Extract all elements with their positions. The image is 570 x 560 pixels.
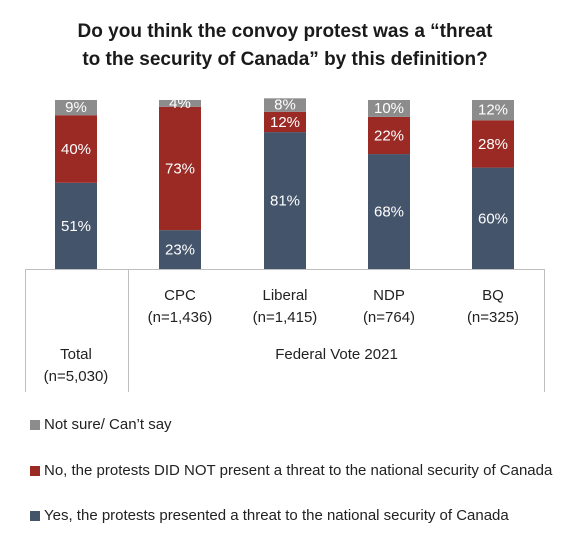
bar-segment xyxy=(472,120,514,168)
bar-segment xyxy=(264,132,306,269)
data-label: 23% xyxy=(165,242,195,259)
category-label: Liberal xyxy=(262,287,307,304)
stacked-bar-chart: Do you think the convoy protest was a “t… xyxy=(25,21,545,392)
group-label: Federal Vote 2021 xyxy=(275,346,398,363)
category-label: NDP xyxy=(373,287,405,304)
bar-segment xyxy=(55,115,97,183)
bar-segment xyxy=(472,100,514,121)
data-labels-group: 51%40%9%23%73%4%81%12%8%68%22%10%60%28%1… xyxy=(61,95,508,259)
data-label: 60% xyxy=(478,210,508,227)
data-label: 10% xyxy=(374,100,404,117)
category-label: (n=5,030) xyxy=(44,368,109,385)
legend-label: No, the protests DID NOT present a threa… xyxy=(44,462,553,479)
category-label: Total xyxy=(60,346,92,363)
data-label: 9% xyxy=(65,99,87,116)
category-label: CPC xyxy=(164,287,196,304)
bar-segment xyxy=(368,100,410,117)
legend-swatch xyxy=(30,511,40,521)
data-label: 81% xyxy=(270,193,300,210)
data-label: 12% xyxy=(478,102,508,119)
bar-segment xyxy=(159,100,201,107)
data-label: 51% xyxy=(61,218,91,235)
bars-group xyxy=(55,98,514,269)
data-label: 40% xyxy=(61,141,91,158)
bar-segment xyxy=(159,106,201,231)
legend-swatch xyxy=(30,466,40,476)
data-label: 4% xyxy=(169,95,191,112)
legend-swatch xyxy=(30,420,40,430)
category-axis: Total (n=5,030) CPC (n=1,436) Liberal (n=1,41… xyxy=(25,269,545,392)
bar-segment xyxy=(368,116,410,155)
category-label: (n=325) xyxy=(467,309,519,326)
bar-segment xyxy=(55,100,97,116)
category-label: (n=1,415) xyxy=(253,309,318,326)
category-label: BQ xyxy=(482,287,504,304)
legend-label: Not sure/ Can’t say xyxy=(44,416,172,433)
bar-segment xyxy=(264,98,306,112)
legend-item: No, the protests DID NOT present a threa… xyxy=(30,460,560,482)
category-label: (n=764) xyxy=(363,309,415,326)
bar-segment xyxy=(55,182,97,269)
bar-segment xyxy=(368,154,410,269)
data-label: 68% xyxy=(374,204,404,221)
data-label: 28% xyxy=(478,136,508,153)
data-label: 12% xyxy=(270,114,300,131)
legend-label: Yes, the protests presented a threat to … xyxy=(44,507,509,524)
data-label: 22% xyxy=(374,127,404,144)
data-label: 8% xyxy=(274,97,296,114)
bar-segment xyxy=(159,230,201,269)
legend-item: Not sure/ Can’t say xyxy=(30,414,560,436)
chart-title-line-1: Do you think the convoy protest was a “t… xyxy=(78,21,494,42)
bar-segment xyxy=(264,111,306,133)
bar-segment xyxy=(472,167,514,269)
chart-title-line-2: to the security of Canada” by this defin… xyxy=(82,49,487,70)
category-label: (n=1,436) xyxy=(148,309,213,326)
legend-item: Yes, the protests presented a threat to … xyxy=(30,505,560,527)
data-label: 73% xyxy=(165,160,195,177)
